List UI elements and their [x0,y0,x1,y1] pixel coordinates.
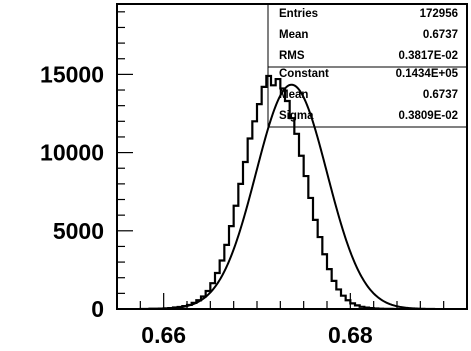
x-axis-ticks [139,293,468,309]
stat-name: Mean [279,29,308,41]
stat-value: 0.6737 [423,29,458,41]
stat-value: 0.3809E-02 [399,110,458,122]
stat-value: 0.6737 [423,89,458,101]
y-tick-label: 15000 [40,61,104,87]
stat-name: Mean [279,89,308,101]
x-tick-label: 0.68 [328,322,373,348]
plot-frame [116,3,468,310]
stat-value: 172956 [420,8,458,20]
stat-value: 0.3817E-02 [399,50,458,62]
x-tick-label: 0.66 [141,322,186,348]
statistics-box: Entries 172956 Mean 0.6737 RMS 0.3817E-02 Cons… [267,3,468,128]
stat-name: Sigma [279,110,314,122]
y-tick-label: 0 [91,296,104,322]
y-axis-tick-labels: 0 5000 10000 15000 [40,61,104,322]
y-axis-ticks [117,11,133,310]
statistics-box-background [267,3,468,128]
stat-name: Constant [279,68,329,80]
stat-name: Entries [279,8,318,20]
statistics-rows: Entries 172956 Mean 0.6737 RMS 0.3817E-02 Cons… [279,8,459,122]
x-axis-tick-labels: 0.66 0.68 [141,322,373,348]
stat-name: RMS [279,50,305,62]
y-tick-label: 5000 [53,218,104,244]
stat-value: 0.1434E+05 [396,68,459,80]
y-tick-label: 10000 [40,140,104,166]
